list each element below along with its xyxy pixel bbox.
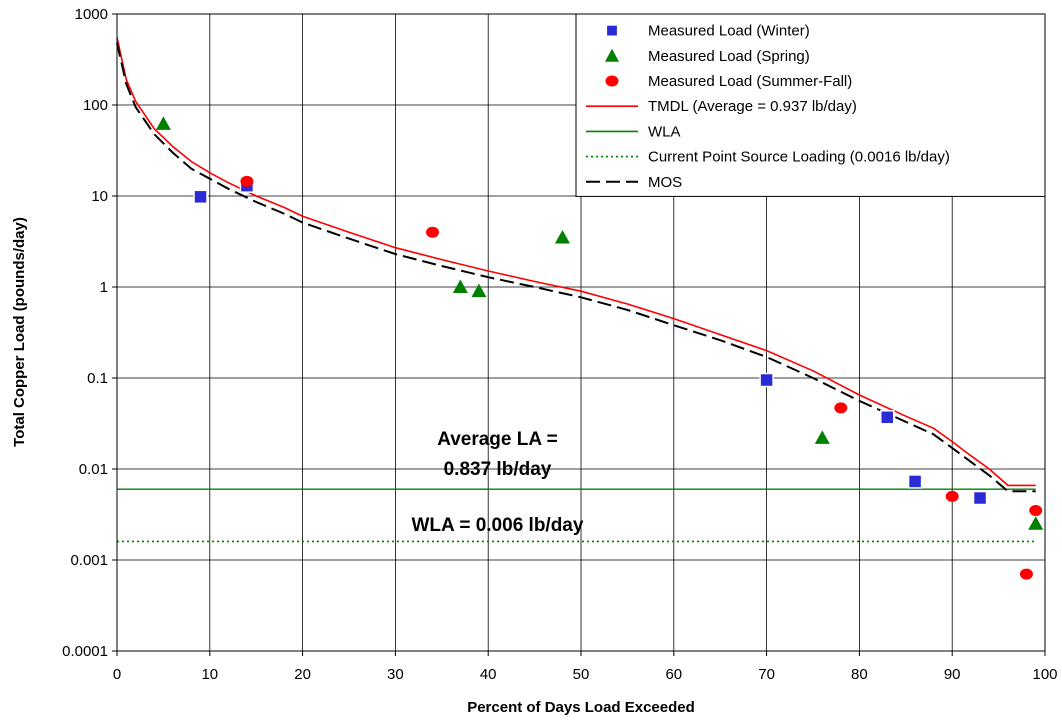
legend-symbol-circle: [605, 75, 619, 87]
x-tick-label: 20: [294, 666, 311, 683]
data-point-circle-0: [240, 175, 254, 187]
data-point-triangle-2: [471, 283, 487, 298]
data-point-triangle-3: [554, 229, 570, 244]
x-tick-label: 80: [851, 666, 868, 683]
y-tick-label: 10: [91, 188, 108, 205]
series-line-3: [116, 37, 1036, 487]
y-tick-label: 100: [83, 97, 108, 114]
x-tick-label: 100: [1032, 666, 1057, 683]
y-tick-label: 0.01: [79, 461, 108, 478]
y-tick-label: 0.1: [87, 370, 108, 387]
annotation-text: 0.837 lb/day: [444, 459, 552, 480]
legend-symbol-square: [605, 24, 619, 37]
series-lines: [116, 37, 1036, 543]
x-tick-label: 40: [480, 666, 497, 683]
data-point-triangle-0: [155, 116, 171, 130]
data-point-square-5: [972, 490, 988, 506]
x-tick-label: 90: [944, 666, 961, 683]
y-axis-ticks: 0.0001 0.001 0.01 0.1 1 10 100 1000: [62, 6, 117, 660]
data-point-square-2: [759, 372, 774, 388]
x-axis-ticks: 0 10 20 30 40 50 60 70 80 90 100: [113, 651, 1058, 683]
legend-entry-label: Measured Load (Spring): [648, 48, 810, 65]
x-tick-label: 10: [201, 666, 218, 683]
legend-entry-label: Measured Load (Winter): [648, 23, 810, 40]
annotation-text: Average LA =: [437, 429, 558, 450]
data-point-square-3: [879, 410, 895, 425]
legend-entry-label: Measured Load (Summer-Fall): [648, 73, 852, 90]
data-point-triangle-4: [814, 430, 830, 444]
data-point-circle-3: [945, 490, 959, 502]
x-axis-title: Percent of Days Load Exceeded: [467, 699, 695, 716]
legend-entry-label: MOS: [648, 174, 682, 191]
legend-box: [575, 13, 1046, 197]
data-point-triangle-5: [1028, 516, 1044, 530]
legend-entry-label: Current Point Source Loading (0.0016 lb/…: [648, 149, 950, 166]
y-tick-label: 0.0001: [62, 643, 108, 660]
data-point-circle-4: [1019, 568, 1033, 580]
annotations: Average LA = 0.837 lb/day WLA = 0.006 lb/d…: [412, 429, 584, 536]
legend-entry-label: TMDL (Average = 0.937 lb/day): [648, 98, 857, 115]
legend-entry-label: WLA: [648, 123, 681, 140]
annotation-text: WLA = 0.006 lb/day: [412, 515, 584, 536]
y-tick-label: 1000: [75, 6, 108, 23]
legend-symbol-triangle: [605, 48, 619, 62]
x-tick-label: 60: [665, 666, 682, 683]
data-point-square-4: [907, 474, 923, 489]
x-tick-label: 70: [758, 666, 775, 683]
y-tick-label: 1: [100, 279, 108, 296]
x-tick-label: 0: [113, 666, 121, 683]
data-point-square-0: [193, 189, 208, 205]
y-axis-title: Total Copper Load (pounds/day): [11, 217, 28, 447]
data-point-circle-5: [1029, 504, 1043, 516]
x-tick-label: 50: [573, 666, 590, 683]
x-tick-label: 30: [387, 666, 404, 683]
legend: Measured Load (Winter) Measured Load (Spr…: [575, 13, 1046, 197]
data-point-circle-2: [834, 402, 848, 414]
series-line-6: [116, 42, 1036, 493]
data-points: [155, 116, 1044, 580]
data-point-circle-1: [426, 226, 440, 238]
data-point-triangle-1: [452, 279, 468, 293]
y-tick-label: 0.001: [70, 552, 108, 569]
